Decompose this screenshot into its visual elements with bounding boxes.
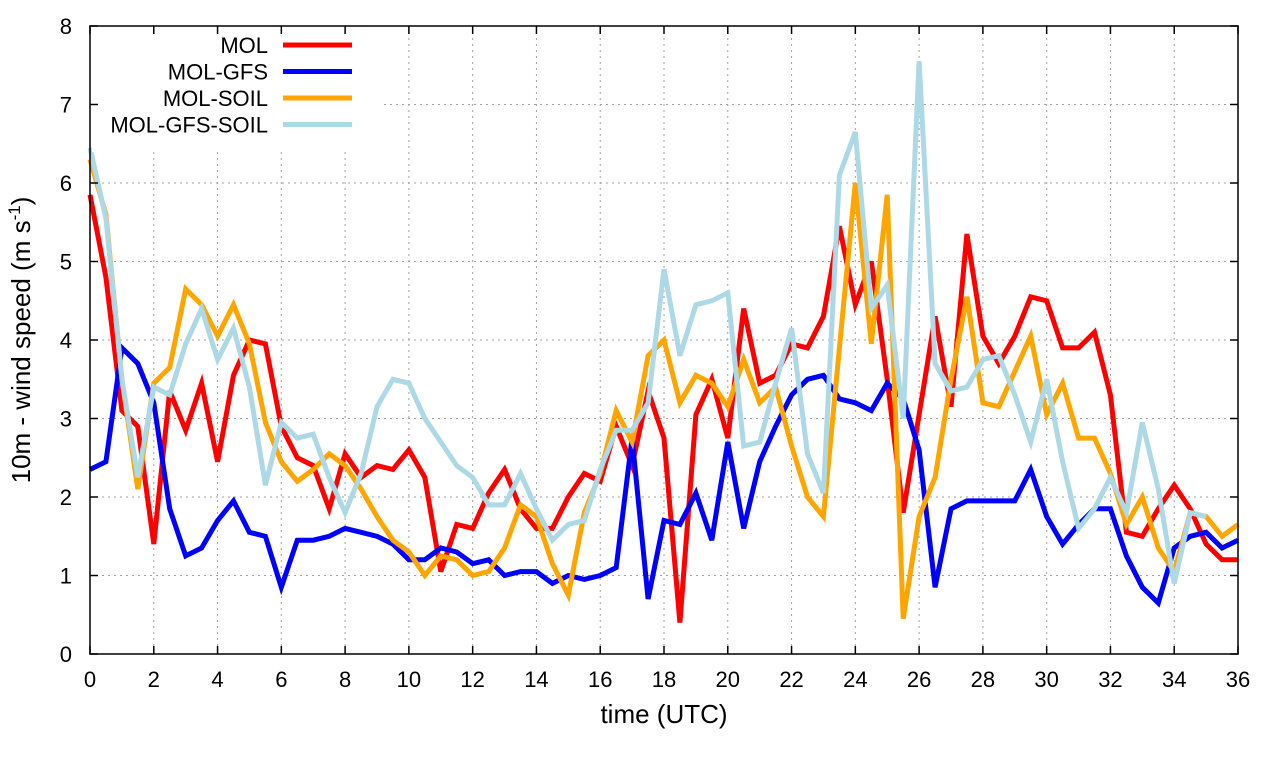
series-line-mol-soil: [87, 158, 1240, 620]
series-group: [87, 61, 1240, 623]
legend-background: [92, 28, 384, 152]
x-tick-label: 22: [779, 667, 803, 692]
legend-label: MOL-SOIL: [163, 86, 268, 111]
x-tick-label: 26: [907, 667, 931, 692]
x-tick-label: 18: [652, 667, 676, 692]
x-tick-label: 2: [148, 667, 160, 692]
series-line-mol-gfs: [88, 342, 1240, 608]
x-tick-label: 36: [1226, 667, 1250, 692]
y-axis-title-end: ): [6, 197, 36, 206]
x-tick-label: 32: [1098, 667, 1122, 692]
y-axis-title-main: 10m - wind speed (m s: [6, 220, 36, 483]
x-tick-label: 24: [843, 667, 867, 692]
y-axis-title-sup: -1: [5, 205, 24, 220]
x-tick-label: 34: [1162, 667, 1186, 692]
x-tick-label: 8: [339, 667, 351, 692]
x-tick-label: 12: [460, 667, 484, 692]
y-tick-label: 5: [60, 250, 72, 275]
x-tick-label: 0: [84, 667, 96, 692]
y-tick-label: 8: [60, 14, 72, 39]
x-tick-label: 4: [211, 667, 223, 692]
legend-label: MOL-GFS-SOIL: [110, 113, 268, 138]
y-tick-label: 1: [60, 564, 72, 589]
y-tick-label: 6: [60, 171, 72, 196]
x-tick-label: 16: [588, 667, 612, 692]
series-line-mol-gfs-soil: [87, 61, 1207, 584]
y-tick-label: 2: [60, 485, 72, 510]
x-tick-label: 10: [397, 667, 421, 692]
y-tick-label: 0: [60, 642, 72, 667]
x-tick-label: 30: [1034, 667, 1058, 692]
x-tick-label: 20: [716, 667, 740, 692]
axes: 0 2 4 6 8 10 12 14 16 18 20 22 24 26 28 30 32 34 360123456…: [60, 14, 1250, 692]
y-axis-title: 10m - wind speed (m s-1): [5, 197, 36, 484]
y-tick-label: 7: [60, 93, 72, 118]
grid: [90, 26, 1238, 654]
y-tick-label: 4: [60, 328, 72, 353]
legend-label: MOL: [220, 33, 268, 58]
x-tick-label: 14: [524, 667, 548, 692]
y-tick-label: 3: [60, 407, 72, 432]
legend-label: MOL-GFS: [168, 60, 268, 85]
x-axis-title: time (UTC): [600, 699, 727, 729]
x-tick-label: 28: [971, 667, 995, 692]
x-tick-label: 6: [275, 667, 287, 692]
